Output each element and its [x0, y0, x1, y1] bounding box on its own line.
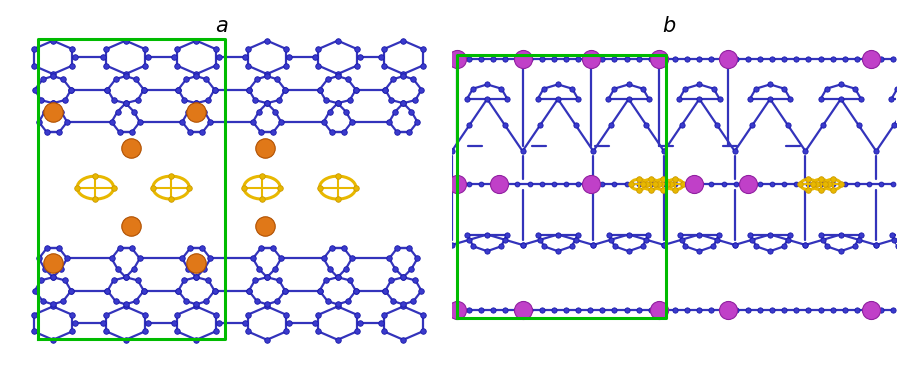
Text: a: a [215, 16, 228, 36]
Text: b: b [662, 16, 676, 36]
